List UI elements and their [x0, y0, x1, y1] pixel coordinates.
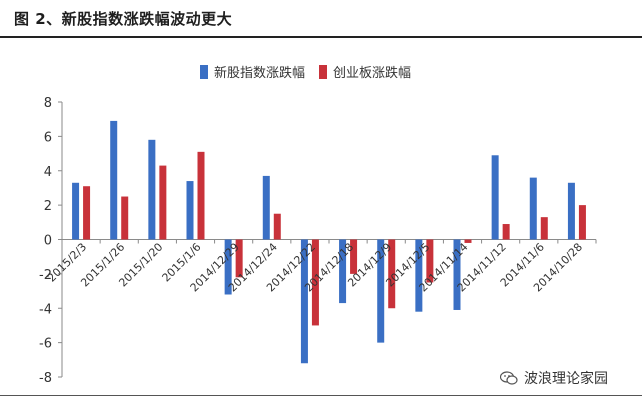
bar-series-2 [350, 239, 358, 274]
y-tick-label: 0 [44, 234, 52, 249]
bottom-divider [0, 395, 642, 396]
bar-series-1 [491, 155, 499, 240]
y-tick-label: 2 [44, 199, 52, 214]
bar-series-1 [72, 182, 80, 240]
y-tick-label: 8 [44, 96, 52, 111]
chart-title: 图 2、新股指数涨跌幅波动更大 [14, 10, 233, 28]
legend-label-series-1: 新股指数涨跌幅 [214, 66, 306, 81]
bar-series-2 [83, 186, 91, 240]
bar-series-1 [224, 239, 232, 295]
legend-swatch-series-1 [200, 64, 208, 79]
y-tick-label: -8 [39, 371, 52, 386]
bar-series-1 [377, 239, 385, 343]
bar-series-1 [148, 139, 156, 240]
bar-series-2 [273, 213, 281, 240]
legend-swatch-series-2 [319, 64, 328, 79]
bar-series-1 [262, 175, 270, 240]
bar-series-1 [339, 239, 347, 304]
y-tick-label: 6 [44, 130, 52, 145]
bar-series-1 [567, 182, 575, 240]
y-tick-label: 4 [44, 165, 52, 180]
bar-series-1 [186, 181, 194, 240]
y-tick-label: -6 [39, 337, 52, 352]
watermark-text: 波浪理论家园 [524, 371, 608, 387]
bar-series-2 [540, 217, 548, 240]
bar-series-2 [426, 239, 434, 283]
bar-series-2 [578, 205, 586, 240]
bar-series-2 [159, 165, 167, 240]
y-tick-label: -2 [39, 268, 52, 283]
watermark: 波浪理论家园 [500, 368, 608, 388]
wechat-icon [500, 371, 518, 385]
legend-item-series-1: 新股指数涨跌幅 [200, 62, 305, 81]
legend-label-series-2: 创业板涨跌幅 [333, 66, 412, 81]
bar-series-1 [415, 239, 423, 312]
y-tick-label: -4 [39, 302, 52, 317]
bar-series-1 [110, 120, 118, 240]
bar-series-1 [300, 239, 308, 364]
bar-series-1 [529, 177, 537, 240]
bar-series-2 [197, 151, 205, 240]
bar-series-1 [453, 239, 461, 310]
legend-item-series-2: 创业板涨跌幅 [319, 62, 411, 81]
title-divider [0, 36, 642, 38]
bar-series-2 [121, 196, 129, 240]
bar-series-2 [235, 239, 243, 278]
bar-series-2 [388, 239, 396, 309]
chart-legend: 新股指数涨跌幅 创业板涨跌幅 [200, 62, 425, 81]
bar-series-2 [464, 239, 472, 243]
bar-series-2 [502, 224, 510, 240]
bar-series-2 [311, 239, 319, 326]
